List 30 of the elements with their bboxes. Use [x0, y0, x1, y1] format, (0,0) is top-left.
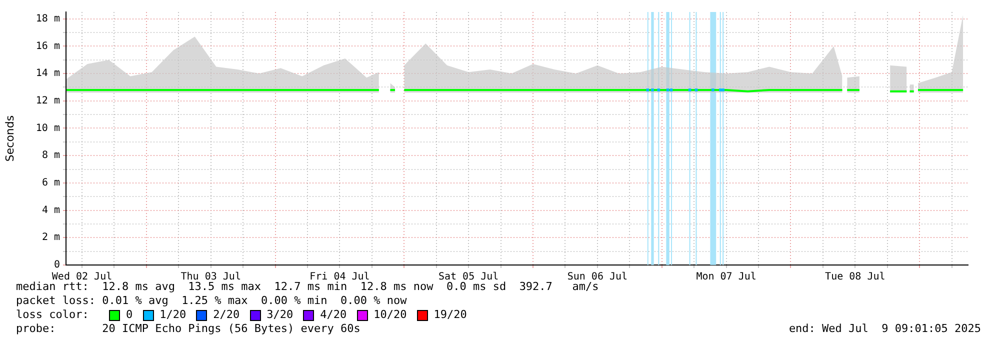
legend-label: 3/20	[266, 308, 294, 322]
y-tick-label: 18 m	[36, 13, 60, 24]
x-tick-label: Sun 06 Jul	[567, 272, 628, 283]
y-tick-label: 2 m	[42, 232, 60, 244]
y-tick-label: 10 m	[36, 122, 60, 134]
x-tick-label: Thu 03 Jul	[180, 272, 241, 283]
legend-label: 1/20	[160, 308, 186, 322]
y-tick-label: 0	[54, 260, 60, 271]
x-tick-label: Wed 02 Jul	[52, 272, 112, 283]
x-tick-label: Fri 04 Jul	[310, 272, 370, 283]
y-tick-label: 4 m	[42, 204, 60, 216]
x-tick-label: Tue 08 Jul	[825, 272, 886, 283]
legend-label: 19/20	[434, 308, 467, 322]
x-tick-label: Mon 07 Jul	[696, 272, 756, 283]
legend-label: 10/20	[374, 308, 407, 322]
y-tick-label: 12 m	[36, 95, 60, 106]
x-tick-label: Sat 05 Jul	[438, 272, 499, 283]
legend-label: 4/20	[320, 308, 347, 322]
legend-label: 2/20	[213, 308, 240, 322]
text: packet loss: 0.01 % avg 1.25 % max 0.00 % min 0.00 % now	[16, 294, 408, 308]
text: median rtt: 12.8 ms avg 13.5 ms max 12.7 ms min 12.8 ms now 0.0 ms sd 392.7 am/s	[16, 280, 599, 293]
y-tick-label: 6 m	[42, 178, 60, 189]
y-tick-label: 8 m	[42, 150, 60, 162]
text: probe: 20 ICMP Echo Pings (56 Bytes) every 60s	[16, 322, 360, 336]
y-tick-label: 14 m	[36, 68, 60, 80]
y-axis-title: Seconds	[3, 115, 16, 162]
y-tick-label: 16 m	[36, 40, 60, 52]
legend-title: loss color:	[16, 308, 90, 322]
legend-label: 0	[126, 308, 133, 322]
text: end: Wed Jul 9 09:01:05 2025	[788, 322, 981, 336]
